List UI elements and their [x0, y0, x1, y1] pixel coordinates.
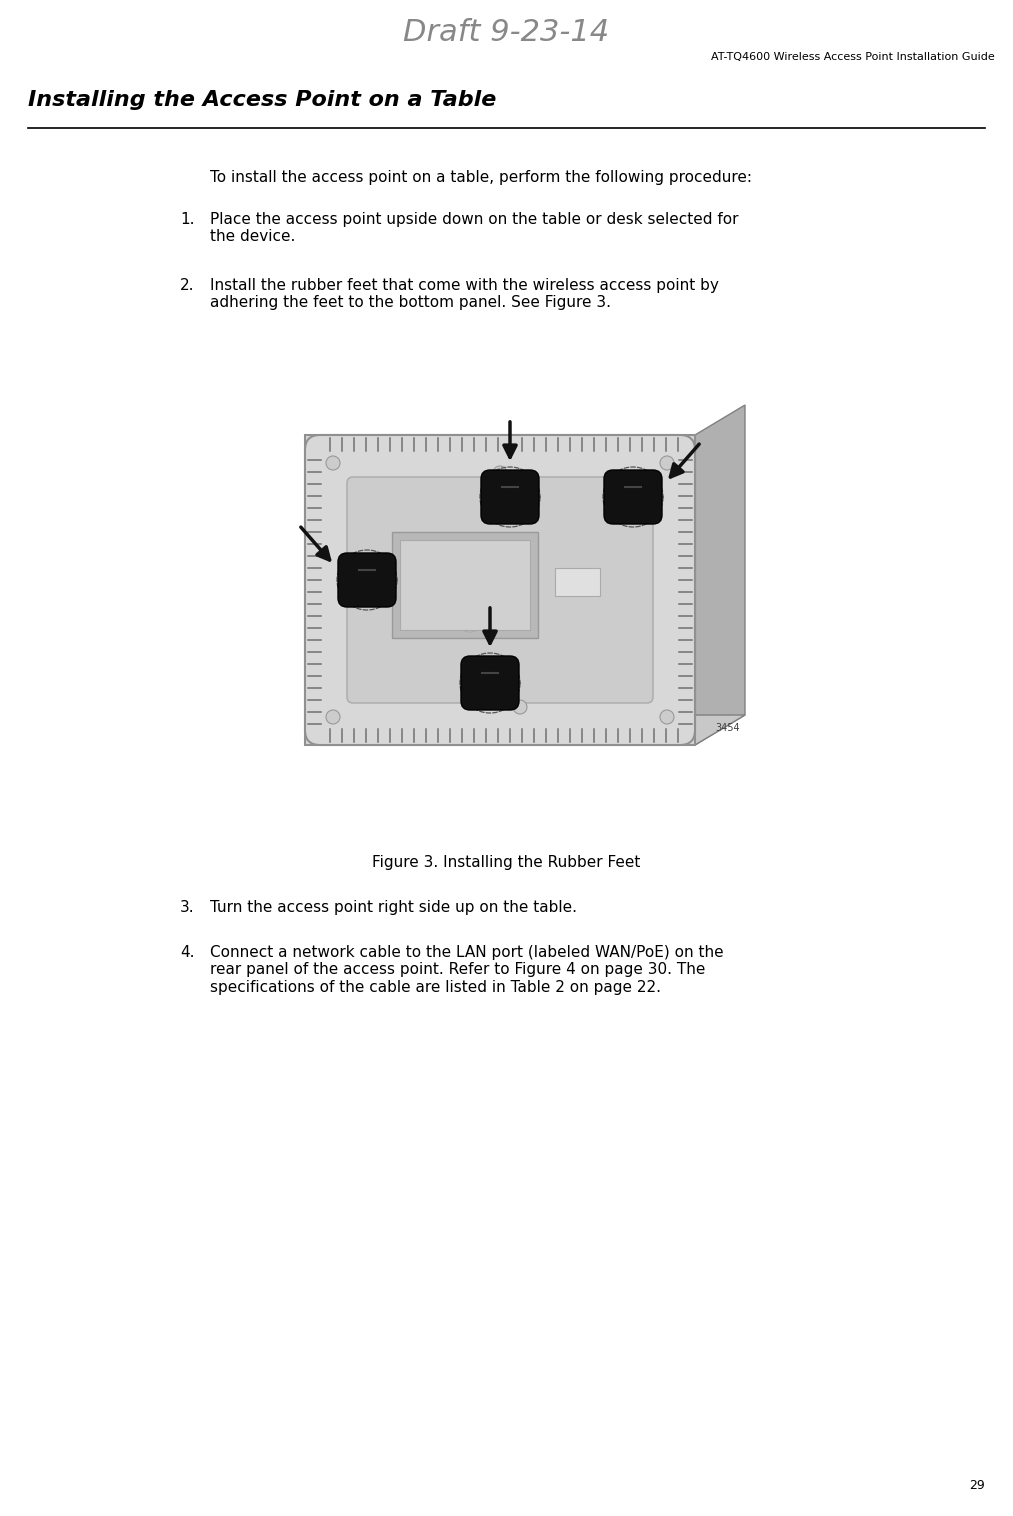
Text: Connect a network cable to the LAN port (labeled WAN/PoE) on the
rear panel of t: Connect a network cable to the LAN port …	[210, 944, 723, 994]
Circle shape	[493, 465, 506, 481]
FancyBboxPatch shape	[305, 435, 695, 744]
Polygon shape	[695, 405, 745, 744]
Text: 4.: 4.	[180, 944, 194, 960]
FancyBboxPatch shape	[400, 540, 530, 631]
Circle shape	[660, 709, 674, 725]
Circle shape	[458, 608, 482, 632]
Text: 3.: 3.	[180, 901, 194, 916]
Text: 2.: 2.	[180, 277, 194, 293]
Circle shape	[660, 456, 674, 470]
Text: Draft 9-23-14: Draft 9-23-14	[403, 18, 609, 47]
Circle shape	[326, 456, 340, 470]
Text: Place the access point upside down on the table or desk selected for
the device.: Place the access point upside down on th…	[210, 212, 738, 244]
Polygon shape	[305, 435, 695, 744]
FancyBboxPatch shape	[555, 568, 600, 596]
Text: AT-TQ4600 Wireless Access Point Installation Guide: AT-TQ4600 Wireless Access Point Installa…	[711, 52, 995, 62]
FancyBboxPatch shape	[481, 470, 539, 525]
FancyBboxPatch shape	[338, 553, 396, 606]
Circle shape	[326, 709, 340, 725]
Text: To install the access point on a table, perform the following procedure:: To install the access point on a table, …	[210, 170, 752, 185]
FancyBboxPatch shape	[461, 656, 519, 709]
Circle shape	[513, 700, 527, 714]
FancyBboxPatch shape	[347, 478, 653, 703]
Text: 29: 29	[969, 1480, 985, 1492]
Text: 1.: 1.	[180, 212, 194, 227]
Text: Figure 3. Installing the Rubber Feet: Figure 3. Installing the Rubber Feet	[372, 855, 640, 870]
Text: Install the rubber feet that come with the wireless access point by
adhering the: Install the rubber feet that come with t…	[210, 277, 719, 311]
FancyBboxPatch shape	[392, 532, 538, 638]
Polygon shape	[305, 716, 745, 744]
Text: Turn the access point right side up on the table.: Turn the access point right side up on t…	[210, 901, 577, 916]
Text: 3454: 3454	[715, 723, 741, 734]
FancyBboxPatch shape	[604, 470, 663, 525]
Text: Installing the Access Point on a Table: Installing the Access Point on a Table	[28, 89, 496, 111]
